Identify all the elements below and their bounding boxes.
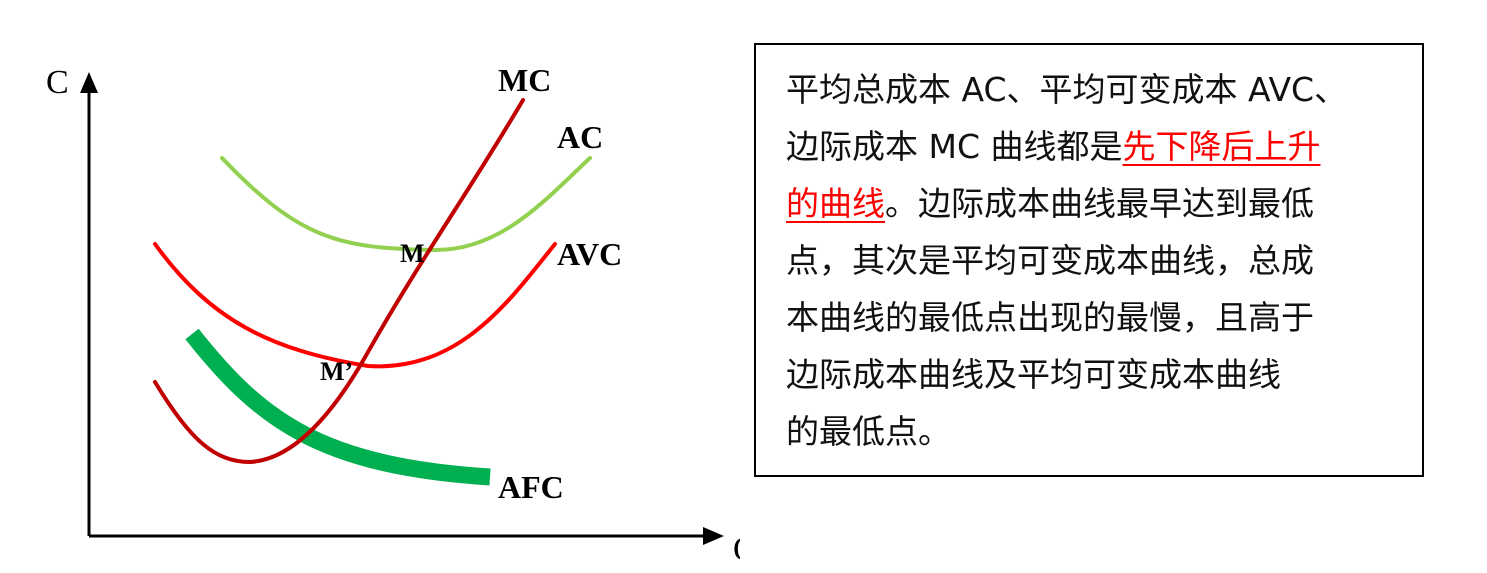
ac-label: AC [557,119,603,155]
note-line: 本曲线的最低点出现的最慢，且高于 [786,289,1400,346]
note-line: 平均总成本 AC、平均可变成本 AVC、 [786,61,1400,118]
note-line: 的最低点。 [786,403,1400,460]
note-line: 边际成本 MC 曲线都是先下降后上升 [786,118,1400,175]
note-highlight-text: 的曲线 [786,184,885,223]
x-axis-label: Q [733,531,740,568]
avc-curve [153,242,557,369]
afc-curve [185,328,491,486]
note-line: 边际成本曲线及平均可变成本曲线 [786,346,1400,403]
note-text: 。边际成本曲线最早达到最低 [885,184,1314,223]
note-text: 边际成本曲线及平均可变成本曲线 [786,355,1281,394]
note-text: 边际成本 MC 曲线都是 [786,127,1123,166]
note-highlight-text: 先下降后上升 [1122,127,1321,166]
point-m-prime-label: M’ [320,357,353,386]
point-m-label: M [400,239,425,268]
x-axis-arrow [703,527,724,545]
explanation-note-box: 平均总成本 AC、平均可变成本 AVC、 边际成本 MC 曲线都是先下降后上升 的曲… [754,43,1424,477]
mc-curve [153,98,525,465]
note-line: 的曲线。边际成本曲线最早达到最低 [786,175,1400,232]
mc-label: MC [498,62,551,98]
note-text: 平均总成本 AC、平均可变成本 AVC、 [786,70,1348,109]
y-axis-label: C [46,64,69,101]
note-text: 点，其次是平均可变成本曲线，总成 [786,241,1314,280]
cost-curves-diagram: C Q MC AC AVC AFC M M’ [46,62,740,568]
y-axis-arrow [80,72,98,93]
ac-curve [220,156,592,253]
note-line: 点，其次是平均可变成本曲线，总成 [786,232,1400,289]
afc-label: AFC [498,469,564,505]
avc-label: AVC [557,236,622,272]
note-text: 本曲线的最低点出现的最慢，且高于 [786,298,1314,337]
note-text: 的最低点。 [786,412,951,451]
